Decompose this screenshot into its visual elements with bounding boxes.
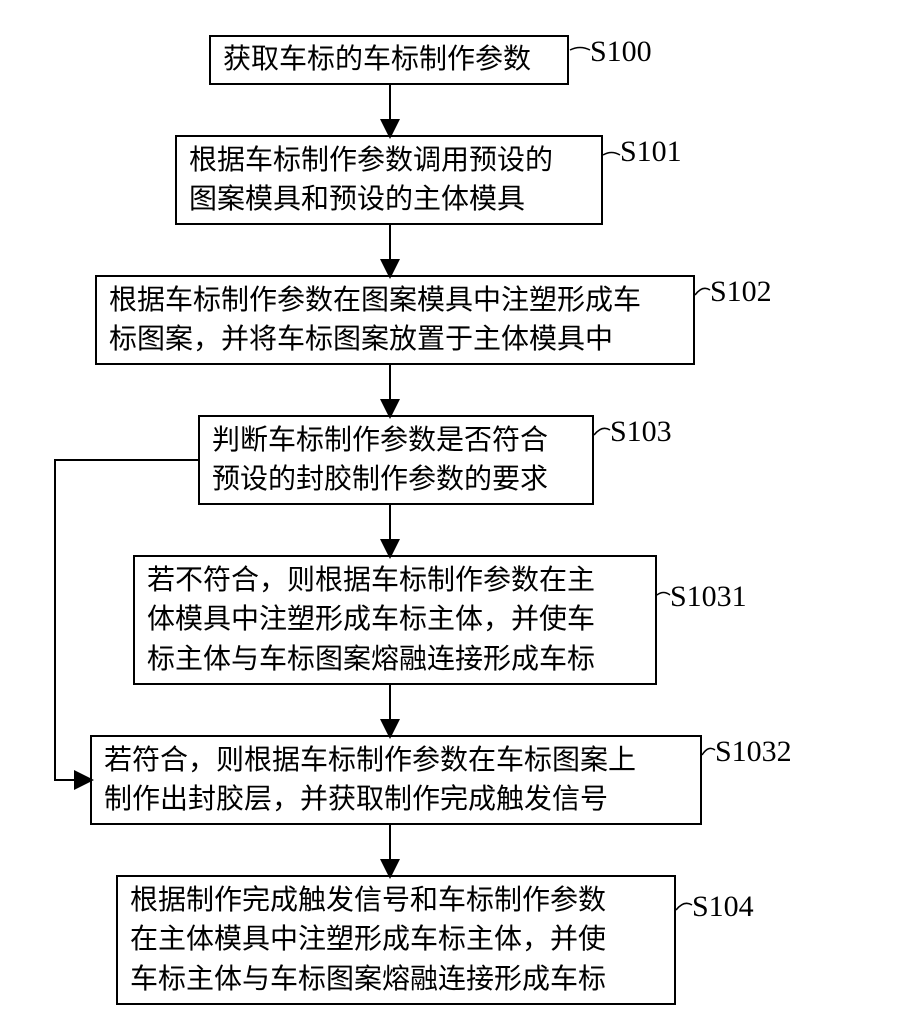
label-connectors-group xyxy=(570,48,715,911)
flowchart-container: 获取车标的车标制作参数 S100 根据车标制作参数调用预设的 图案模具和预设的主… xyxy=(0,20,897,980)
flowchart-connectors xyxy=(0,20,897,1020)
edges-group xyxy=(55,85,390,875)
